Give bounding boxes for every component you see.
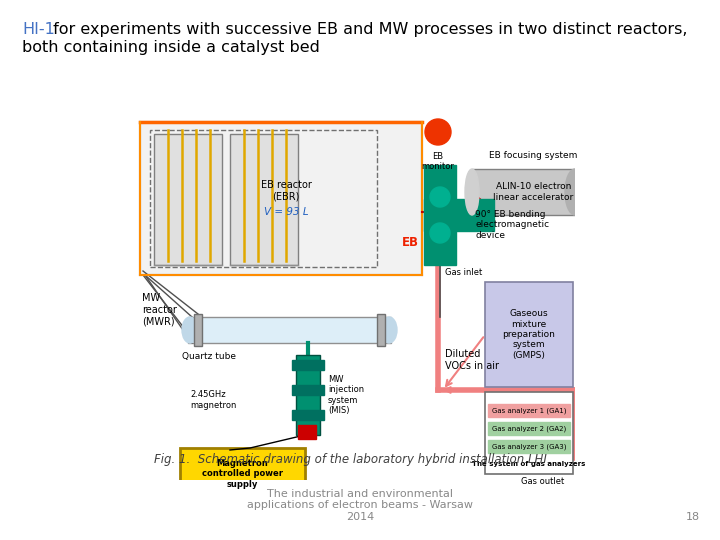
- Text: both containing inside a catalyst bed: both containing inside a catalyst bed: [22, 40, 320, 55]
- Text: ALIN-10 electron
linear accelerator: ALIN-10 electron linear accelerator: [493, 183, 574, 202]
- Bar: [488, 422, 570, 435]
- Text: Gas inlet: Gas inlet: [445, 268, 482, 277]
- Text: The industrial and environmental
applications of electron beams - Warsaw
2014: The industrial and environmental applica…: [247, 489, 473, 522]
- Bar: [230, 134, 298, 265]
- Text: 90° EB bending
electromagnetic
device: 90° EB bending electromagnetic device: [475, 210, 549, 240]
- Text: The system of gas analyzers: The system of gas analyzers: [472, 461, 585, 467]
- Text: EB focusing system: EB focusing system: [490, 151, 577, 160]
- Text: Gas analyzer 2 (GA2): Gas analyzer 2 (GA2): [492, 426, 566, 432]
- Bar: [292, 385, 324, 395]
- Bar: [485, 392, 573, 474]
- Bar: [140, 122, 422, 275]
- Bar: [154, 134, 222, 265]
- Text: EB
monitor: EB monitor: [422, 152, 454, 171]
- Bar: [488, 440, 570, 453]
- Bar: [194, 314, 202, 346]
- Bar: [424, 165, 456, 265]
- Text: Gas analyzer 1 (GA1): Gas analyzer 1 (GA1): [492, 407, 566, 414]
- Circle shape: [430, 187, 450, 207]
- Bar: [292, 360, 324, 370]
- Text: EB: EB: [402, 237, 418, 249]
- Ellipse shape: [565, 169, 585, 215]
- Text: 18: 18: [686, 512, 700, 522]
- Bar: [472, 169, 575, 215]
- Bar: [188, 317, 391, 343]
- Text: Gas analyzer 3 (GA3): Gas analyzer 3 (GA3): [492, 443, 566, 450]
- Bar: [298, 425, 316, 439]
- Text: Quartz tube: Quartz tube: [182, 352, 236, 361]
- Ellipse shape: [182, 317, 198, 343]
- Circle shape: [430, 223, 450, 243]
- Text: Gaseous
mixture
preparation
system
(GMPS): Gaseous mixture preparation system (GMPS…: [503, 309, 555, 360]
- Bar: [180, 448, 305, 500]
- Bar: [488, 404, 570, 417]
- Circle shape: [425, 119, 451, 145]
- Bar: [296, 355, 320, 435]
- Text: V = 93 L: V = 93 L: [264, 207, 308, 218]
- Text: MW
injection
system
(MIS): MW injection system (MIS): [328, 375, 364, 415]
- Text: Fig. 1.  Schematic drawing of the laboratory hybrid installation LHI.: Fig. 1. Schematic drawing of the laborat…: [153, 453, 550, 466]
- Text: HI-1: HI-1: [22, 22, 55, 37]
- Bar: [377, 314, 385, 346]
- Text: MW
reactor
(MWR): MW reactor (MWR): [142, 293, 177, 327]
- Bar: [424, 199, 494, 231]
- Text: for experiments with successive EB and MW processes in two distinct reactors,: for experiments with successive EB and M…: [48, 22, 688, 37]
- Text: EB reactor
(EBR): EB reactor (EBR): [261, 180, 312, 201]
- Text: 2.45GHz
magnetron: 2.45GHz magnetron: [190, 390, 236, 410]
- Bar: [292, 410, 324, 420]
- Text: Magnetron
controlled power
supply: Magnetron controlled power supply: [202, 459, 283, 489]
- Ellipse shape: [381, 317, 397, 343]
- Text: Diluted
VOCs in air: Diluted VOCs in air: [445, 349, 499, 371]
- Text: Gas outlet: Gas outlet: [521, 476, 564, 485]
- Bar: [150, 130, 377, 267]
- Bar: [485, 282, 573, 387]
- Ellipse shape: [465, 169, 479, 215]
